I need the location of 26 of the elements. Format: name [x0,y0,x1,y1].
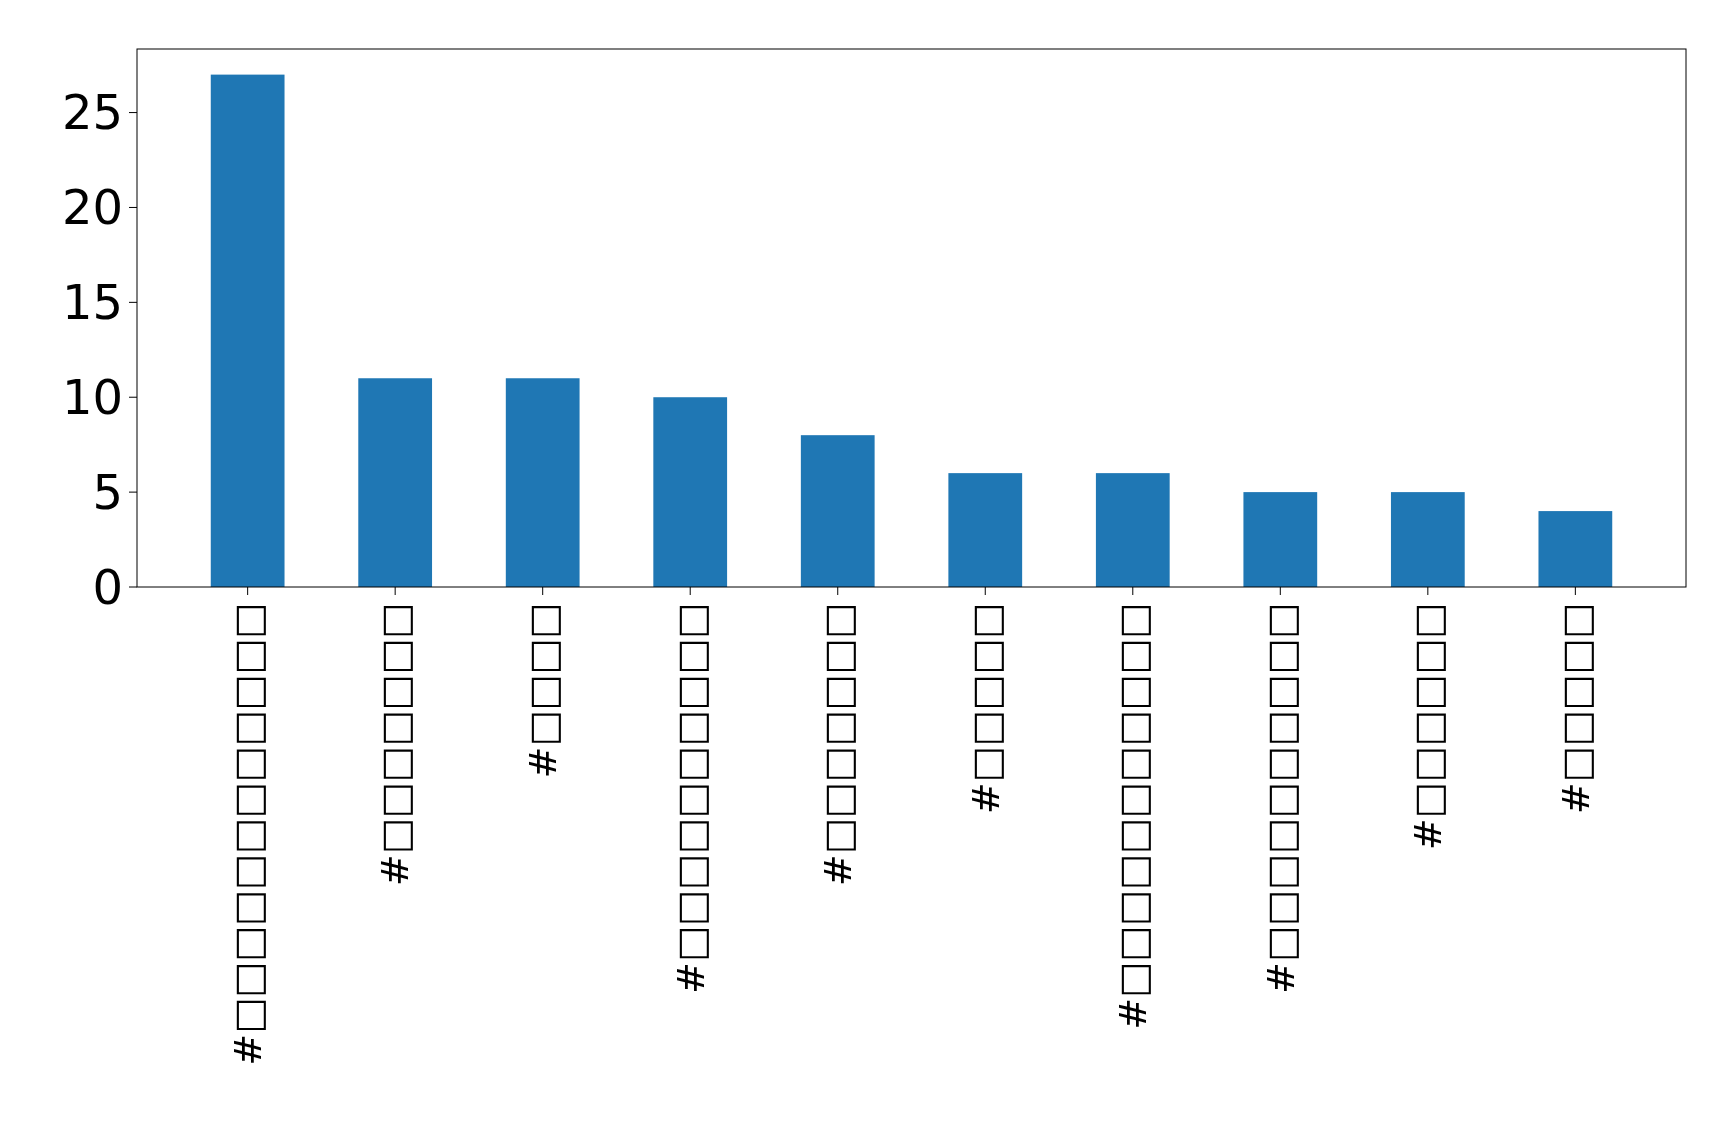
x-tick-label: #□□□□□□□□□□ [1258,603,1303,994]
x-tick-label: #□□□□□□ [1406,603,1451,851]
bar [505,378,580,587]
x-tick-label: #□□□□□ [963,603,1008,815]
y-tick-label: 15 [61,274,123,331]
y-tick-label: 20 [61,179,123,236]
bar [800,435,875,587]
y-tick-label: 10 [61,369,123,426]
x-tick-label: #□□□□□□□□□□□□ [225,603,270,1066]
bar [210,74,285,587]
y-tick-label: 0 [92,558,123,615]
bar [358,378,433,587]
bar [1538,511,1613,587]
bar [948,473,1023,587]
x-tick-label: #□□□□□□□□□□□ [1111,603,1156,1030]
x-tick-label: #□□□□□□□ [816,603,861,887]
bar [1390,492,1465,587]
bar [653,397,728,587]
bar [1095,473,1170,587]
x-tick-label: #□□□□□ [1553,603,1598,815]
y-tick-label: 5 [92,463,123,520]
bar [1243,492,1318,587]
x-tick-label: #□□□□□□□ [373,603,418,887]
x-tick-label: #□□□□□□□□□□ [668,603,713,994]
x-tick-label: #□□□□ [520,603,565,779]
y-tick-label: 25 [61,84,123,141]
